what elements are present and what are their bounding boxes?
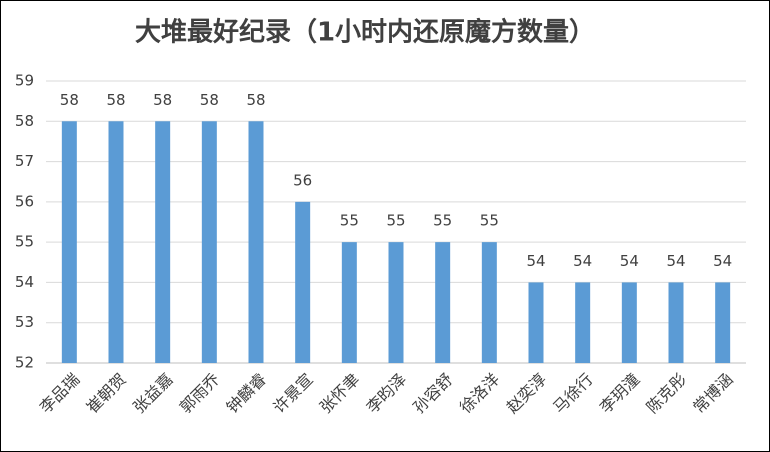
y-tick-label: 52 bbox=[15, 354, 34, 372]
data-label: 58 bbox=[246, 91, 265, 109]
bar bbox=[341, 242, 357, 363]
y-tick-label: 55 bbox=[15, 233, 34, 251]
bar bbox=[108, 121, 124, 364]
data-label: 55 bbox=[480, 212, 499, 230]
bar bbox=[155, 121, 171, 364]
y-tick-label: 53 bbox=[15, 313, 34, 331]
bar bbox=[528, 282, 544, 363]
data-label: 55 bbox=[386, 212, 405, 230]
data-label: 58 bbox=[106, 91, 125, 109]
data-label: 55 bbox=[433, 212, 452, 230]
data-label: 54 bbox=[620, 252, 639, 270]
chart-title: 大堆最好纪录（1小时内还原魔方数量） bbox=[135, 17, 595, 48]
bar bbox=[481, 242, 497, 363]
bar bbox=[715, 282, 731, 363]
y-tick-label: 58 bbox=[15, 112, 34, 130]
data-label: 58 bbox=[153, 91, 172, 109]
bar bbox=[201, 121, 217, 364]
bar bbox=[388, 242, 404, 363]
bar bbox=[621, 282, 637, 363]
data-label: 58 bbox=[60, 91, 79, 109]
data-label: 54 bbox=[526, 252, 545, 270]
bar bbox=[435, 242, 451, 363]
bar bbox=[668, 282, 684, 363]
y-tick-label: 57 bbox=[15, 152, 34, 170]
data-label: 56 bbox=[293, 171, 312, 189]
bar bbox=[61, 121, 77, 364]
y-tick-label: 56 bbox=[15, 192, 34, 210]
bar bbox=[575, 282, 591, 363]
data-label: 55 bbox=[340, 212, 359, 230]
data-label: 54 bbox=[666, 252, 685, 270]
data-label: 58 bbox=[200, 91, 219, 109]
bar bbox=[248, 121, 264, 364]
data-label: 54 bbox=[713, 252, 732, 270]
bar bbox=[295, 201, 311, 363]
y-tick-label: 54 bbox=[15, 273, 34, 291]
data-label: 54 bbox=[573, 252, 592, 270]
y-tick-label: 59 bbox=[15, 72, 34, 90]
